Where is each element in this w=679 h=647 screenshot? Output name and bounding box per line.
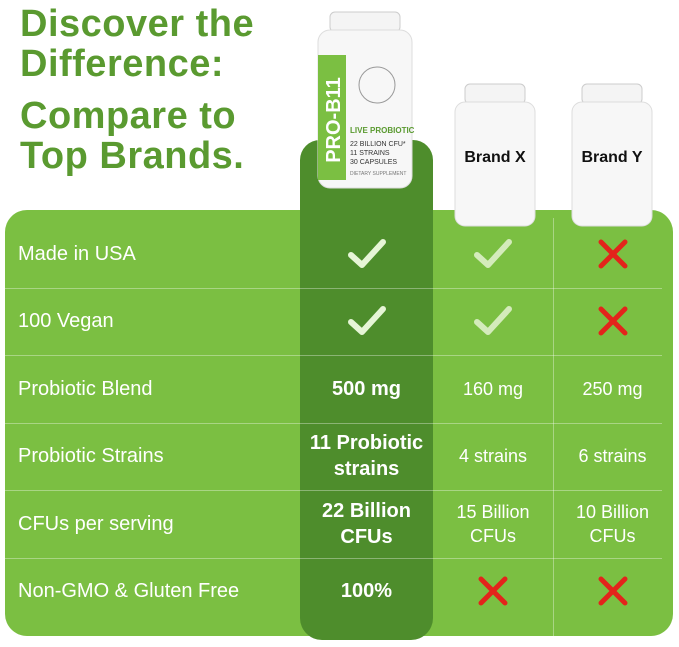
icon-stroke [474,306,512,336]
headline: Discover the [20,3,255,45]
cross-icon [598,576,627,606]
icon-stroke [598,576,627,606]
headline: Difference: [20,43,224,85]
highlight-column [300,140,433,640]
row-divider [5,490,662,491]
brand-name: Brand Y [581,149,642,166]
icon-stroke [347,306,386,336]
cap [464,83,526,105]
icon-stroke [347,238,386,268]
check-icon [474,306,512,336]
divider [553,218,554,636]
row-divider [5,355,662,356]
icon-cell [433,220,553,288]
icon-cell [433,288,553,356]
icon-cell [433,558,553,626]
icon-cell [553,288,672,356]
value-cell: 250 mg [582,378,643,399]
row-divider [5,557,662,559]
value-cell: 15 Billion CFUs [456,501,530,546]
bottle [454,101,536,227]
label-band [318,55,346,180]
row-label: 100 Vegan [18,310,114,333]
icon-stroke [598,239,627,269]
cross-icon [598,239,627,269]
headline: Top Brands. [20,135,245,177]
value-cell: 10 Billion CFUs [575,501,650,546]
product-footer: DIETARY SUPPLEMENT [350,171,406,177]
bottle [571,101,653,227]
check-icon [347,306,386,336]
headline: Compare to [20,95,237,137]
bottles: PRO-B11 LIVE PROBIOTIC 22 BILLION CFU* 1… [317,11,653,227]
cross-icon [598,306,627,336]
product-tagline: LIVE PROBIOTIC [350,126,415,135]
check-icon [347,238,386,268]
icon-cell [553,220,672,288]
product-name: PRO-B11 [323,77,345,163]
value-cell: 160 mg [462,378,524,399]
icon-cell [553,558,672,626]
brand-name: Brand X [464,149,526,166]
row-label: Probiotic Strains [18,445,164,468]
row-label: Non-GMO & Gluten Free [18,580,240,603]
icon-stroke [598,306,627,336]
value-cell: 4 strains [458,446,528,467]
icon-cell [300,220,433,288]
cap [581,83,643,105]
row-label: Made in USA [18,242,136,265]
icon-stroke [474,238,512,268]
value-cell: 22 Billion CFUs [322,499,411,548]
logo [358,66,396,104]
icon-stroke [478,576,508,606]
row-label: Probiotic Blend [18,377,153,400]
product-detail: 11 STRAINS [350,150,390,157]
value-cell: 500 mg [332,377,401,400]
product-detail: 30 CAPSULES [350,159,397,166]
value-cell: 6 strains [578,446,647,467]
row-label: CFUs per serving [18,512,174,535]
cross-icon [478,576,508,606]
check-icon [474,238,512,268]
value-cell: 11 Probiotic strains [309,432,424,481]
row-divider [5,287,662,289]
value-cell: 100% [340,580,393,603]
icon-cell [300,288,433,356]
row-divider [5,422,662,424]
cap [329,11,401,33]
product-detail: 22 BILLION CFU* [350,141,406,148]
